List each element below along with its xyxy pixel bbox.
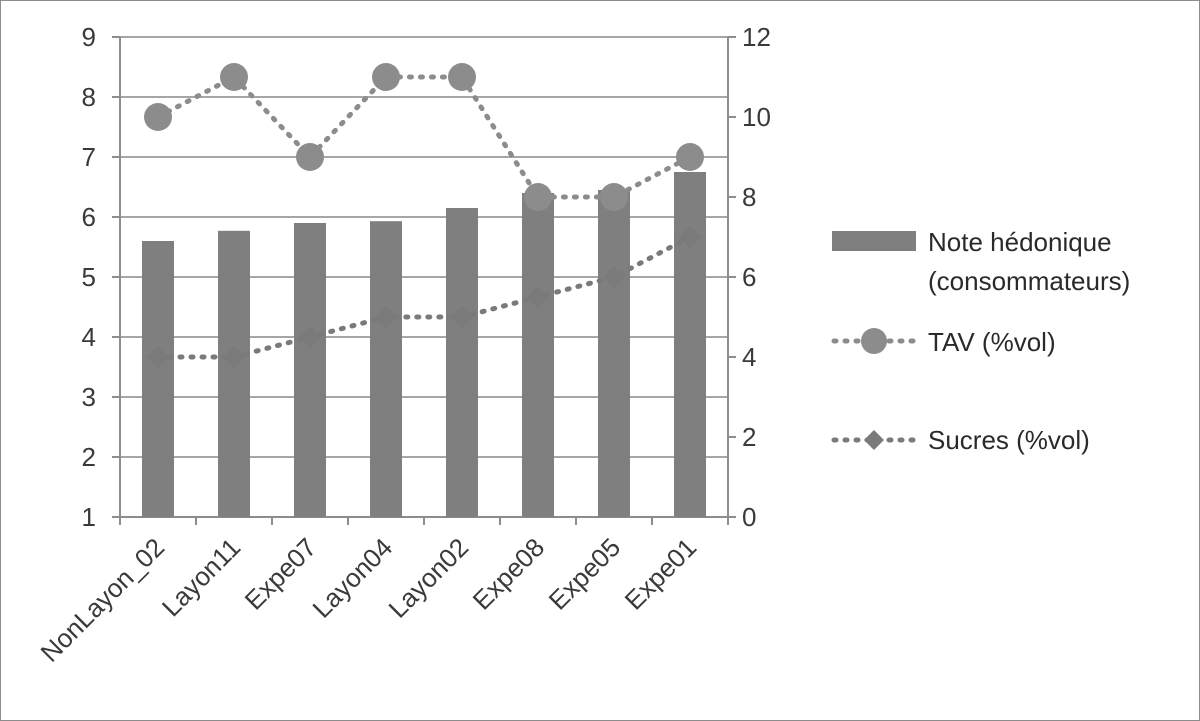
sucres-point bbox=[451, 306, 473, 328]
right-axis-tick-label: 6 bbox=[742, 262, 756, 292]
right-axis-tick-label: 12 bbox=[742, 22, 771, 52]
tav-point bbox=[676, 143, 704, 171]
legend-swatch-tav-marker bbox=[861, 328, 887, 354]
category-label: NonLayon_02 bbox=[35, 532, 171, 668]
tav-point bbox=[372, 63, 400, 91]
left-axis-tick-label: 4 bbox=[82, 322, 96, 352]
bar bbox=[522, 193, 554, 517]
left-axis-tick-label: 2 bbox=[82, 442, 96, 472]
sucres-point bbox=[679, 226, 701, 248]
category-label: Expe08 bbox=[467, 532, 551, 616]
left-axis-tick-label: 9 bbox=[82, 22, 96, 52]
legend-swatch-bar bbox=[832, 231, 916, 251]
tav-point bbox=[296, 143, 324, 171]
tav-point bbox=[524, 183, 552, 211]
sucres-point bbox=[603, 266, 625, 288]
left-axis-tick-label: 1 bbox=[82, 502, 96, 532]
line-series-sucres bbox=[147, 226, 701, 368]
left-axis-tick-label: 8 bbox=[82, 82, 96, 112]
legend-swatch-sucres-marker bbox=[864, 430, 884, 450]
sucres-point bbox=[147, 346, 169, 368]
legend-label-sucres: Sucres (%vol) bbox=[928, 425, 1090, 455]
category-label: Layon02 bbox=[382, 532, 474, 624]
tav-point bbox=[448, 63, 476, 91]
axes bbox=[112, 36, 736, 525]
right-axis-tick-label: 8 bbox=[742, 182, 756, 212]
tav-point bbox=[220, 63, 248, 91]
left-axis-tick-label: 5 bbox=[82, 262, 96, 292]
line-series-tav bbox=[144, 63, 704, 211]
legend: Note hédonique (consommateurs) TAV (%vol… bbox=[831, 227, 1130, 455]
sucres-point bbox=[527, 286, 549, 308]
category-label: Layon04 bbox=[306, 532, 398, 624]
right-axis-tick-label: 2 bbox=[742, 422, 756, 452]
bar bbox=[370, 221, 402, 517]
right-axis-ticks: 0 2 4 6 8 10 12 bbox=[742, 22, 771, 532]
bar bbox=[598, 190, 630, 517]
right-axis-tick-label: 4 bbox=[742, 342, 756, 372]
category-label: Layon11 bbox=[156, 532, 246, 622]
bar bbox=[674, 172, 706, 517]
left-axis-ticks: 1 2 3 4 5 6 7 8 9 bbox=[82, 22, 96, 532]
sucres-point bbox=[299, 326, 321, 348]
bar-series-note-hedonique bbox=[142, 172, 706, 518]
category-axis-labels: NonLayon_02Layon11Expe07Layon04Layon02Ex… bbox=[35, 532, 703, 668]
tav-point bbox=[144, 103, 172, 131]
right-axis-tick-label: 0 bbox=[742, 502, 756, 532]
bar bbox=[142, 241, 174, 517]
legend-label-note-line2: (consommateurs) bbox=[928, 266, 1130, 296]
legend-label-tav: TAV (%vol) bbox=[928, 327, 1056, 357]
tav-point bbox=[600, 183, 628, 211]
gridlines bbox=[120, 36, 728, 518]
category-label: Expe05 bbox=[543, 532, 627, 616]
legend-label-note-line1: Note hédonique bbox=[928, 227, 1112, 257]
sucres-point bbox=[375, 306, 397, 328]
left-axis-tick-label: 3 bbox=[82, 382, 96, 412]
sucres-point bbox=[223, 346, 245, 368]
bar bbox=[446, 208, 478, 517]
category-label: Expe01 bbox=[619, 532, 703, 616]
left-axis-tick-label: 7 bbox=[82, 142, 96, 172]
tav-line bbox=[155, 73, 693, 200]
bar bbox=[218, 230, 250, 518]
bar bbox=[294, 223, 326, 517]
sucres-line bbox=[155, 234, 693, 360]
left-axis-tick-label: 6 bbox=[82, 202, 96, 232]
right-axis-tick-label: 10 bbox=[742, 102, 771, 132]
